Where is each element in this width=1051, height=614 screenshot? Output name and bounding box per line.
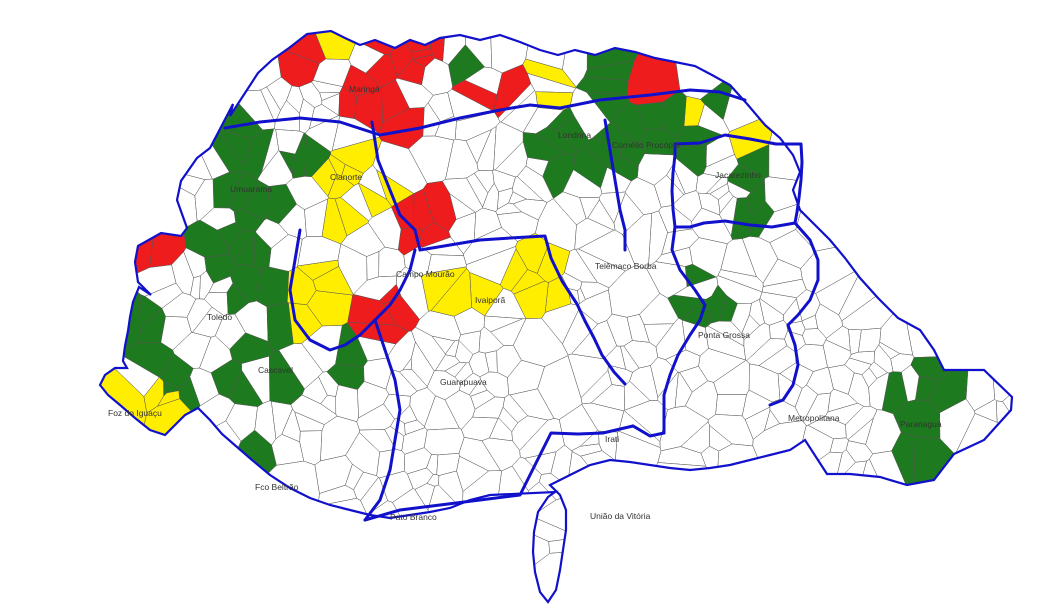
svg-text:Toledo: Toledo bbox=[207, 312, 232, 322]
svg-text:Londrina: Londrina bbox=[558, 130, 591, 140]
svg-text:Irati: Irati bbox=[605, 434, 619, 444]
svg-text:Ivaiporã: Ivaiporã bbox=[475, 295, 506, 305]
svg-text:União da Vitória: União da Vitória bbox=[590, 511, 651, 521]
svg-text:Cianorte: Cianorte bbox=[330, 172, 362, 182]
svg-text:Paranaguá: Paranaguá bbox=[900, 419, 942, 429]
svg-text:Umuarama: Umuarama bbox=[230, 184, 272, 194]
svg-text:Ponta Grossa: Ponta Grossa bbox=[698, 330, 750, 340]
svg-text:Cascavel: Cascavel bbox=[258, 365, 293, 375]
svg-text:Metropolitana: Metropolitana bbox=[788, 413, 840, 423]
svg-text:Foz do Iguaçu: Foz do Iguaçu bbox=[108, 408, 162, 418]
svg-text:Guarapuava: Guarapuava bbox=[440, 377, 487, 387]
svg-text:Pato Branco: Pato Branco bbox=[390, 512, 437, 522]
svg-text:Fco Beltrão: Fco Beltrão bbox=[255, 482, 299, 492]
svg-text:Campo Mourão: Campo Mourão bbox=[396, 269, 455, 279]
svg-text:Telêmaco Borba: Telêmaco Borba bbox=[595, 261, 657, 271]
svg-text:Jacarezinho: Jacarezinho bbox=[715, 170, 761, 180]
svg-text:Maringá: Maringá bbox=[349, 84, 380, 94]
svg-text:Cornélio Procópio: Cornélio Procópio bbox=[612, 140, 680, 150]
